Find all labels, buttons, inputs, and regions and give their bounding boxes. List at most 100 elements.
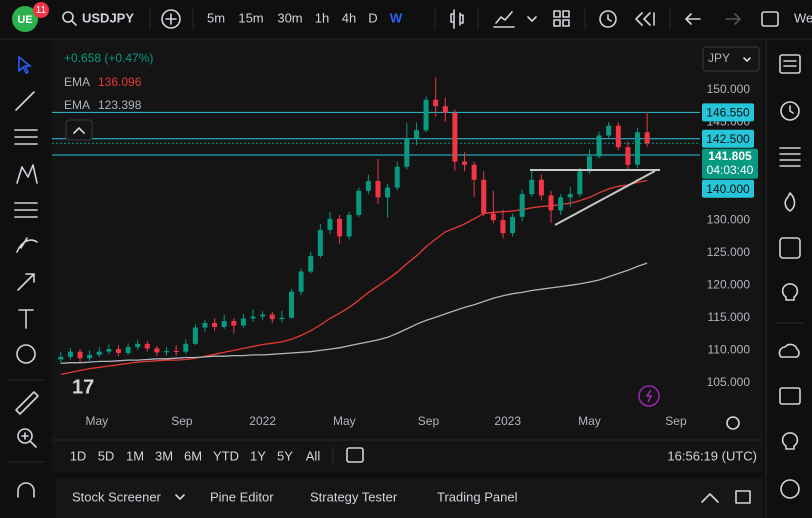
broadcast-icon[interactable] — [780, 479, 800, 499]
notification-badge[interactable] — [33, 2, 49, 18]
range-button[interactable]: 5D — [98, 448, 115, 463]
dropdown-icon[interactable] — [527, 16, 537, 22]
candle-body — [538, 179, 544, 196]
redo-icon[interactable] — [725, 13, 741, 25]
candle-body — [125, 347, 131, 353]
range-bar — [52, 440, 763, 472]
indicators-icon[interactable] — [493, 11, 515, 28]
alert-icon — [607, 14, 612, 22]
panel-tab[interactable]: Pine Editor — [210, 489, 274, 504]
panel-tab[interactable]: Trading Panel — [437, 489, 518, 504]
ruler-tool[interactable] — [15, 391, 39, 415]
candle-body — [260, 314, 266, 317]
candle-body — [212, 323, 218, 327]
interval-button[interactable]: 4h — [342, 10, 356, 25]
range-button[interactable]: 3M — [155, 448, 173, 463]
candle-body — [308, 255, 314, 272]
logo-mark: UE — [17, 14, 32, 26]
interval-button[interactable]: 30m — [277, 10, 302, 25]
date-range-icon[interactable] — [346, 447, 364, 463]
replay-icon[interactable] — [635, 12, 655, 26]
range-group: 1D 5D 1M 3M 6M YTD 1Y 5Y All — [70, 448, 321, 463]
text-tool[interactable] — [18, 309, 34, 329]
left-toolbar — [8, 55, 44, 498]
maximize-panel[interactable] — [735, 490, 751, 504]
currency-button[interactable] — [702, 46, 760, 72]
pattern-tool[interactable] — [16, 164, 38, 184]
range-button[interactable]: YTD — [213, 448, 239, 463]
y-tick-label: 120.000 — [707, 277, 751, 291]
streams-icon[interactable] — [778, 343, 800, 358]
panel-tab[interactable]: Stock Screener — [72, 489, 162, 504]
legend-ema-name[interactable]: EMA — [64, 75, 90, 89]
candle-body — [500, 220, 506, 234]
price-label-box — [702, 103, 754, 122]
chart-type-icon[interactable] — [450, 9, 464, 29]
plot-area: 105.000 110.000 115.000 120.000 125.000 130.0… — [52, 77, 758, 428]
chart-pane — [52, 40, 763, 440]
arrow-tool[interactable] — [17, 273, 35, 291]
range-button[interactable]: 6M — [184, 448, 202, 463]
fib-tool[interactable] — [14, 129, 38, 145]
candle-body — [625, 147, 631, 165]
layout-icon[interactable] — [553, 10, 561, 18]
interval-group: 5m 15m 30m 1h 4h D W — [207, 10, 403, 25]
candle-body — [548, 195, 554, 211]
range-button[interactable]: 5Y — [277, 448, 293, 463]
interval-button[interactable]: 5m — [207, 10, 225, 25]
interval-button[interactable]: W — [390, 10, 403, 25]
range-button[interactable]: All — [306, 448, 321, 463]
interval-button[interactable]: 15m — [238, 10, 263, 25]
undo-icon[interactable] — [685, 13, 701, 25]
add-symbol — [165, 13, 177, 25]
candle-body — [423, 99, 429, 131]
search-icon[interactable] — [62, 11, 74, 23]
drawn-line[interactable] — [554, 170, 656, 226]
candle-body — [490, 213, 496, 221]
symbol[interactable]: USDJPY — [82, 10, 134, 25]
candle-body — [269, 314, 275, 320]
candle-body — [375, 181, 381, 198]
calendar-icon[interactable] — [779, 237, 801, 259]
logo[interactable] — [12, 6, 38, 32]
range-button[interactable]: 1Y — [250, 448, 266, 463]
layout-save-icon[interactable] — [761, 11, 779, 27]
ideas-icon[interactable] — [781, 283, 799, 301]
candle-body — [356, 190, 362, 215]
search-icon — [71, 20, 77, 26]
x-tick-label: Sep — [665, 414, 687, 428]
emoji-tool[interactable] — [16, 344, 36, 364]
range-button[interactable]: 1D — [70, 448, 87, 463]
alert-icon[interactable] — [599, 10, 617, 28]
clock[interactable]: 16:56:19 (UTC) — [667, 448, 757, 463]
tips-icon[interactable] — [781, 432, 799, 450]
hotlist-icon[interactable] — [784, 192, 796, 212]
collapse-panel[interactable] — [701, 493, 719, 503]
brush-tool[interactable] — [16, 237, 38, 253]
settings-icon[interactable] — [726, 416, 740, 430]
lightning-button[interactable] — [638, 385, 660, 407]
y-tick-label: 130.000 — [707, 212, 751, 226]
legend-ema-name[interactable]: EMA — [64, 98, 90, 112]
candle-body — [67, 351, 73, 357]
magnet-tool[interactable] — [17, 482, 35, 498]
legend-ema-value: 136.096 — [98, 75, 142, 89]
add-symbol[interactable] — [161, 9, 181, 29]
candle-body — [106, 349, 112, 352]
zoom-tool[interactable] — [17, 428, 33, 444]
interval-button[interactable]: D — [368, 10, 377, 25]
candle-body — [471, 164, 477, 180]
range-button[interactable]: 1M — [126, 448, 144, 463]
candle-body — [279, 317, 285, 320]
candle-body — [635, 132, 641, 165]
watchlist-icon[interactable] — [779, 54, 801, 74]
interval-button[interactable]: 1h — [315, 10, 329, 25]
data-window-icon[interactable] — [779, 147, 801, 167]
panel-tab[interactable]: Strategy Tester — [310, 489, 398, 504]
chat-icon[interactable] — [779, 387, 801, 405]
collapse-button[interactable] — [65, 119, 93, 141]
alerts-icon[interactable] — [780, 101, 800, 121]
trendline-tool[interactable] — [15, 91, 35, 111]
projection-tool[interactable] — [14, 202, 38, 218]
cursor-tool[interactable] — [18, 55, 33, 75]
